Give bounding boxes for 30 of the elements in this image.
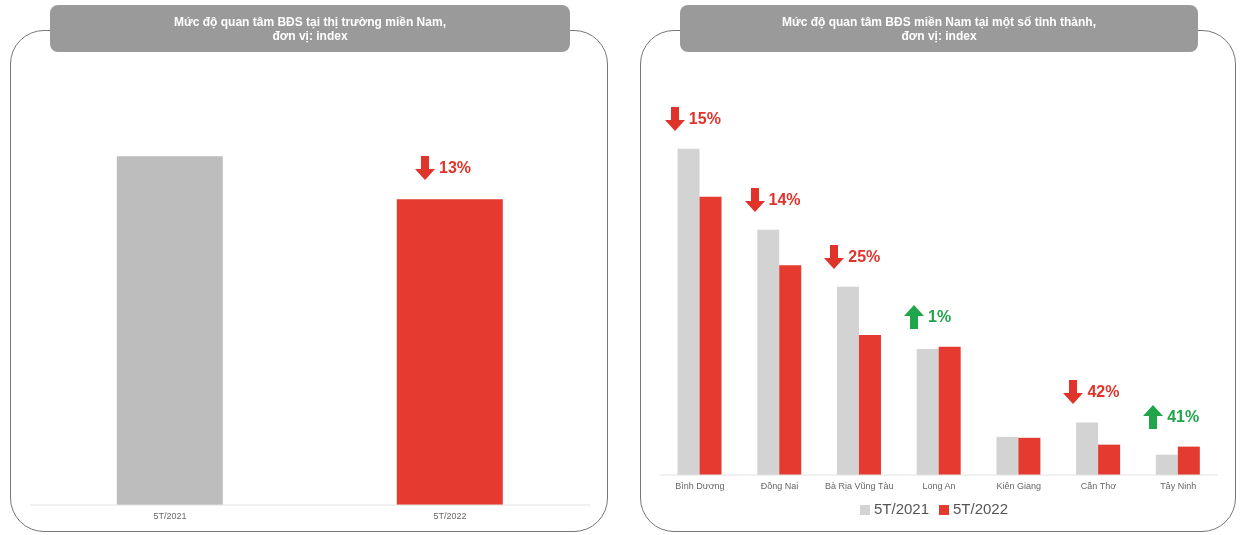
chart-title: Mức độ quan tâm BĐS miền Nam tại một số tỉnh thành, đơn vị: index: [780, 14, 1097, 43]
bar: [836, 286, 859, 475]
x-tick-label: Tây Ninh: [1160, 481, 1197, 492]
annotation: 13%: [439, 158, 472, 177]
bar: [779, 265, 802, 475]
x-tick-label: Bà Rịa Vũng Tàu: [825, 481, 894, 492]
bar: [1018, 437, 1041, 475]
chart-title: Mức độ quan tâm BĐS tại thị trường miền Nam, đơn vị: index: [173, 14, 447, 43]
x-tick-label: Bình Dương: [675, 481, 725, 492]
bar: [699, 196, 722, 475]
annotation: 14%: [768, 190, 801, 209]
annotation: 41%: [1167, 407, 1200, 426]
bar: [677, 148, 700, 475]
x-tick-label: Long An: [922, 481, 956, 492]
x-tick-label: Kiên Giang: [996, 481, 1041, 492]
x-tick-label: Cần Thơ: [1080, 481, 1117, 492]
bar: [1098, 444, 1121, 475]
annotation: 25%: [848, 247, 881, 266]
bar: [996, 436, 1019, 475]
annotation: 42%: [1087, 383, 1120, 402]
bar: [858, 335, 881, 475]
bar: [1177, 446, 1200, 475]
bar: [757, 229, 780, 475]
bar: [938, 346, 961, 475]
annotation: 1%: [928, 307, 952, 326]
bar: [1155, 454, 1178, 475]
bar: [1076, 422, 1099, 475]
annotation: 15%: [688, 109, 721, 128]
bar: [916, 349, 939, 475]
x-tick-label: Đồng Nai: [760, 481, 799, 492]
